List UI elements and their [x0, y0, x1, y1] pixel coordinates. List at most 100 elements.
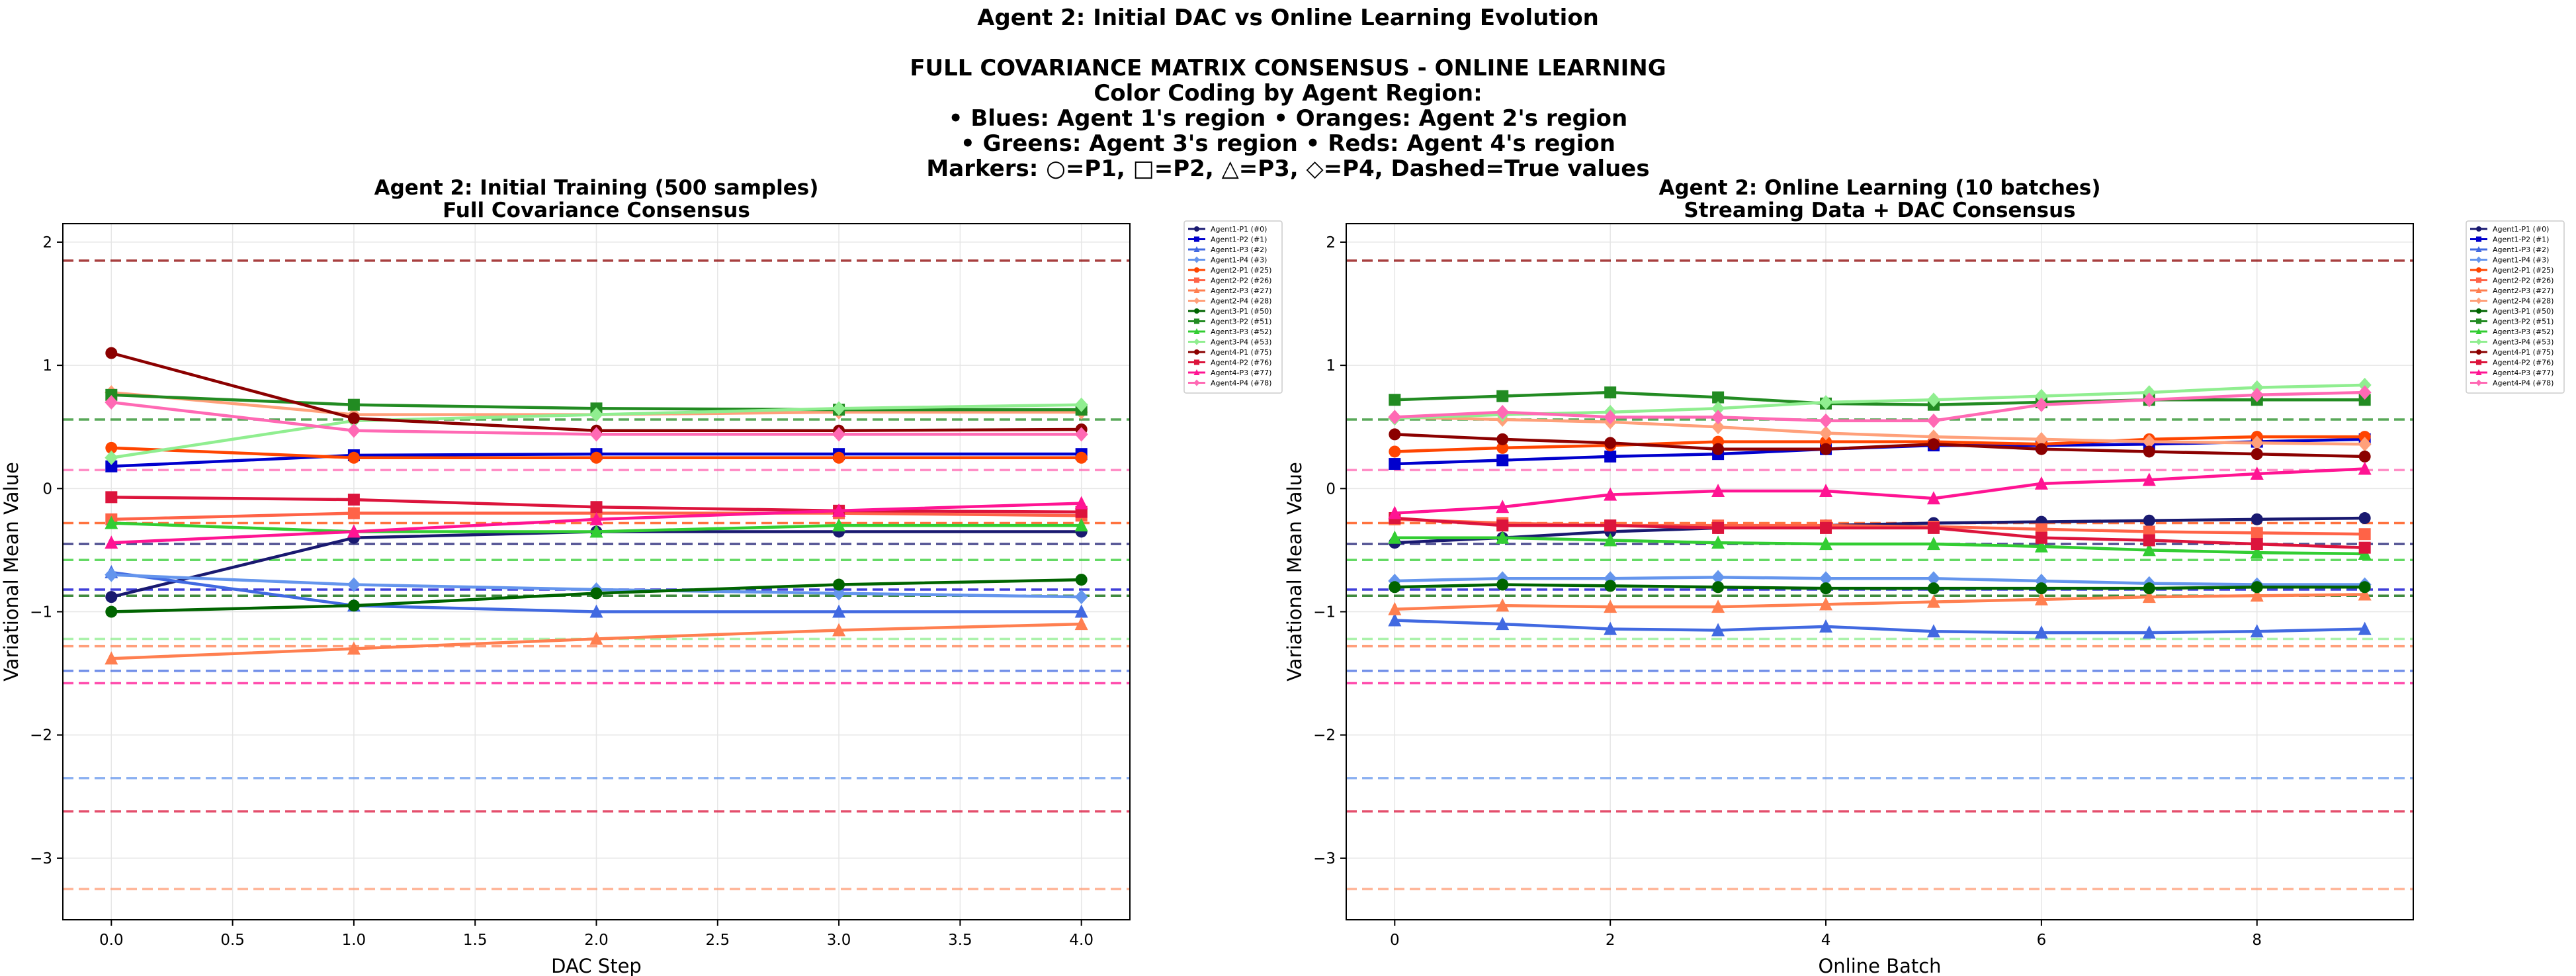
y-tick-label: 1 [42, 357, 52, 375]
series-agent4-p4 [1388, 385, 2372, 428]
legend-label: Agent4-P2 (#76) [2493, 359, 2554, 367]
data-point [589, 524, 603, 538]
data-point [2475, 318, 2482, 324]
data-point [1193, 226, 1200, 232]
data-point [832, 586, 846, 601]
data-point [2475, 287, 2482, 294]
data-point [2034, 388, 2048, 404]
data-point [1927, 521, 1940, 534]
suptitle-line: FULL COVARIANCE MATRIX CONSENSUS - ONLIN… [910, 55, 1666, 81]
series-agent2-p3 [1388, 587, 2372, 615]
data-point [1074, 617, 1088, 631]
data-point [2358, 377, 2372, 392]
series-line [1395, 619, 2365, 635]
legend-frame [2466, 220, 2565, 394]
series-line [1395, 593, 2365, 611]
data-point [2251, 538, 2263, 551]
data-point [2250, 387, 2264, 402]
data-point [1389, 458, 1401, 470]
data-point [105, 450, 118, 465]
data-point [1193, 256, 1200, 263]
data-point [2358, 512, 2371, 525]
series-agent2-p1 [105, 441, 1088, 464]
x-tick-label: 0 [1390, 932, 1400, 949]
legend-label: Agent3-P1 (#50) [2493, 307, 2554, 316]
legend-label: Agent3-P3 (#52) [1211, 328, 1271, 336]
y-tick-label: −1 [30, 604, 52, 621]
legend-label: Agent3-P2 (#51) [2493, 318, 2554, 326]
plot-frame [1346, 223, 2414, 920]
data-point [2251, 448, 2263, 461]
legend-label: Agent1-P3 (#2) [1211, 245, 1267, 254]
legend-label: Agent3-P4 (#53) [1211, 338, 1271, 347]
data-point [1193, 338, 1200, 345]
data-point [1819, 619, 1833, 633]
data-point [2475, 349, 2482, 355]
series-agent4-p2 [105, 491, 1088, 518]
legend-label: Agent1-P3 (#2) [2493, 245, 2549, 254]
legend-label: Agent1-P1 (#0) [2493, 225, 2549, 234]
data-point [1388, 530, 1402, 544]
data-point [2034, 625, 2048, 639]
data-point [1496, 454, 1509, 466]
series-line [1395, 536, 2365, 556]
data-point [589, 407, 603, 422]
chart-panel-2: Agent 2: Online Learning (10 batches)Str… [1283, 176, 2565, 976]
legend-label: Agent4-P4 (#78) [2493, 379, 2554, 388]
data-point [1496, 433, 1509, 445]
data-point [2358, 437, 2372, 452]
data-point [1193, 328, 1200, 335]
data-point [2250, 624, 2264, 638]
data-point [1389, 428, 1401, 441]
data-point [2142, 434, 2156, 449]
data-point [1193, 308, 1200, 314]
legend-label: Agent1-P2 (#1) [1211, 236, 1267, 244]
data-point [2475, 379, 2482, 386]
legend-label: Agent3-P4 (#53) [2493, 338, 2554, 347]
data-point [589, 604, 603, 618]
data-point [589, 631, 603, 645]
data-point [1193, 236, 1200, 242]
data-point [832, 518, 846, 532]
suptitle-line: • Greens: Agent 3's region • Reds: Agent… [961, 130, 1615, 157]
suptitle-line: Markers: ○=P1, □=P2, △=P3, ◇=P4, Dashed=… [926, 155, 1650, 182]
data-point [105, 651, 118, 665]
series-line [1395, 390, 2365, 406]
data-point [105, 388, 118, 401]
data-point [1711, 623, 1725, 637]
y-tick-label: −2 [1313, 727, 1336, 744]
data-point [1074, 397, 1088, 412]
data-point [105, 441, 118, 454]
x-tick-label: 2 [1606, 932, 1615, 949]
series-agent2-p3 [105, 617, 1088, 665]
x-tick-label: 1.5 [463, 932, 488, 949]
chart-title: Agent 2: Online Learning (10 batches) [1658, 176, 2100, 200]
data-point [1389, 394, 1401, 406]
data-point [2475, 236, 2482, 242]
data-point [1193, 277, 1200, 283]
x-tick-label: 2.0 [584, 932, 609, 949]
data-point [347, 451, 360, 464]
data-point [1193, 349, 1200, 355]
legend-label: Agent4-P3 (#77) [2493, 369, 2554, 377]
y-axis-label: Variational Mean Value [0, 462, 22, 682]
data-point [1604, 450, 1617, 463]
legend-label: Agent4-P1 (#75) [2493, 348, 2554, 357]
series-agent3-p1 [1389, 578, 2371, 595]
data-point [2143, 582, 2155, 595]
data-point [832, 503, 846, 517]
legend-label: Agent2-P1 (#25) [2493, 266, 2554, 275]
data-point [1819, 484, 1833, 498]
data-point [105, 535, 118, 549]
data-point [2142, 392, 2156, 408]
data-point [2475, 267, 2482, 273]
data-point [1711, 410, 1725, 425]
data-point [1604, 580, 1617, 592]
data-point [1604, 437, 1617, 449]
data-point [2250, 435, 2264, 451]
series-agent4-p4 [105, 394, 1088, 442]
data-point [1711, 599, 1725, 613]
series-agent4-p3 [105, 496, 1088, 549]
data-point [1712, 391, 1725, 404]
